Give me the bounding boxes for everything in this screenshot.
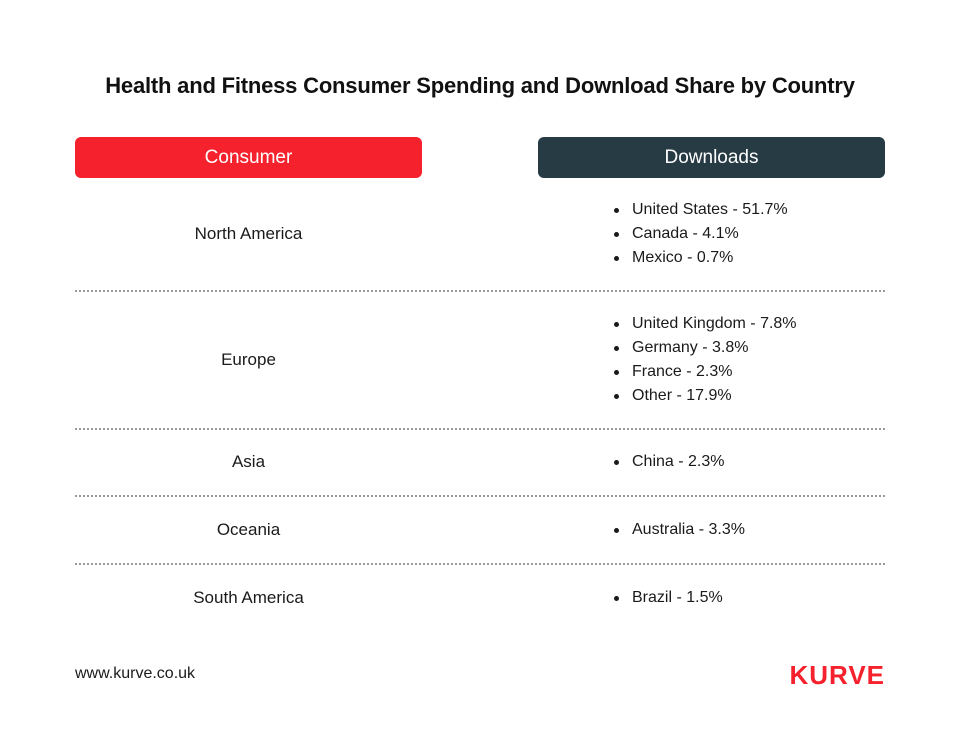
bullet-icon — [614, 596, 619, 601]
consumer-header: Consumer — [75, 137, 422, 178]
region-name: Asia — [231, 452, 266, 471]
list-item: Other - 17.9% — [608, 384, 797, 408]
list-item: United States - 51.7% — [608, 198, 788, 222]
list-item: China - 2.3% — [608, 450, 725, 474]
page-title: Health and Fitness Consumer Spending and… — [105, 73, 855, 98]
list-item: Australia - 3.3% — [608, 518, 745, 542]
row-divider — [75, 290, 885, 292]
list-item: Canada - 4.1% — [608, 222, 788, 246]
bullet-icon — [614, 232, 619, 237]
list-item: Brazil - 1.5% — [608, 586, 723, 610]
bullet-icon — [614, 208, 619, 213]
bullet-icon — [614, 346, 619, 351]
download-list: China - 2.3% — [608, 450, 725, 474]
list-item: United Kingdom - 7.8% — [608, 312, 797, 336]
downloads-header: Downloads — [538, 137, 885, 178]
list-item: Germany - 3.8% — [608, 336, 797, 360]
list-item: France - 2.3% — [608, 360, 797, 384]
bullet-icon — [614, 256, 619, 261]
region-name: South America — [193, 588, 304, 607]
region-name: Europe — [221, 350, 276, 369]
kurve-logo: KURVE — [789, 660, 885, 690]
download-list: Brazil - 1.5% — [608, 586, 723, 610]
region-name: Oceania — [216, 520, 281, 539]
bullet-icon — [614, 370, 619, 375]
bullet-icon — [614, 460, 619, 465]
footer-url: www.kurve.co.uk — [75, 665, 196, 682]
download-list: United States - 51.7% Canada - 4.1% Mexi… — [608, 198, 788, 270]
row-divider — [75, 428, 885, 430]
row-divider — [75, 563, 885, 565]
download-list: Australia - 3.3% — [608, 518, 745, 542]
download-list: United Kingdom - 7.8% Germany - 3.8% Fra… — [608, 312, 797, 408]
row-divider — [75, 495, 885, 497]
bullet-icon — [614, 394, 619, 399]
region-name: North America — [194, 224, 303, 243]
list-item: Mexico - 0.7% — [608, 246, 788, 270]
bullet-icon — [614, 528, 619, 533]
bullet-icon — [614, 322, 619, 327]
